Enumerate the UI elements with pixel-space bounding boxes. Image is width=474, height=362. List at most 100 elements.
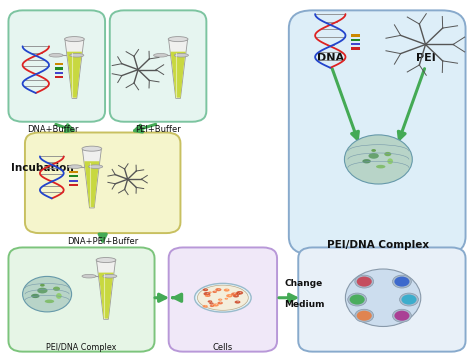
Bar — [69, 180, 78, 182]
Ellipse shape — [56, 293, 62, 299]
Ellipse shape — [206, 294, 210, 297]
Bar — [351, 43, 360, 45]
Ellipse shape — [210, 305, 214, 307]
Ellipse shape — [226, 298, 227, 299]
Ellipse shape — [82, 146, 102, 151]
Ellipse shape — [203, 292, 210, 296]
Ellipse shape — [23, 277, 72, 312]
Ellipse shape — [207, 293, 209, 294]
Ellipse shape — [205, 289, 207, 290]
Ellipse shape — [37, 288, 47, 294]
Ellipse shape — [233, 294, 239, 298]
FancyBboxPatch shape — [110, 10, 206, 122]
Ellipse shape — [355, 275, 374, 288]
Ellipse shape — [350, 295, 365, 304]
Ellipse shape — [195, 283, 251, 312]
Text: Incubation: Incubation — [11, 163, 73, 173]
Polygon shape — [65, 40, 84, 98]
Ellipse shape — [371, 149, 376, 152]
Bar — [55, 76, 63, 78]
Ellipse shape — [224, 289, 229, 292]
Text: DNA+PEI+Buffer: DNA+PEI+Buffer — [67, 237, 138, 246]
Bar — [55, 72, 63, 74]
Ellipse shape — [239, 292, 241, 293]
Ellipse shape — [225, 298, 228, 300]
Ellipse shape — [214, 291, 216, 292]
Ellipse shape — [205, 295, 209, 297]
Ellipse shape — [207, 295, 208, 296]
Polygon shape — [97, 261, 116, 319]
Ellipse shape — [202, 305, 208, 308]
Bar — [351, 39, 360, 41]
Ellipse shape — [357, 277, 372, 287]
Ellipse shape — [210, 302, 214, 304]
Ellipse shape — [215, 288, 221, 291]
Ellipse shape — [174, 54, 189, 57]
Bar — [55, 67, 63, 70]
Ellipse shape — [216, 304, 217, 305]
Ellipse shape — [212, 291, 217, 293]
Polygon shape — [169, 40, 188, 98]
Ellipse shape — [392, 275, 411, 288]
FancyBboxPatch shape — [9, 248, 155, 352]
Ellipse shape — [238, 293, 239, 294]
Text: PEI+Buffer: PEI+Buffer — [136, 125, 181, 134]
Ellipse shape — [220, 302, 221, 303]
Ellipse shape — [212, 305, 213, 306]
Ellipse shape — [346, 269, 421, 327]
Ellipse shape — [229, 295, 231, 296]
Ellipse shape — [394, 311, 410, 321]
Polygon shape — [84, 161, 100, 207]
Ellipse shape — [208, 300, 212, 303]
Ellipse shape — [40, 284, 45, 287]
Text: Cells: Cells — [213, 342, 233, 352]
Ellipse shape — [218, 299, 222, 301]
Polygon shape — [67, 52, 82, 98]
Ellipse shape — [231, 292, 237, 296]
Text: PEI/DNA Complex: PEI/DNA Complex — [328, 240, 429, 250]
Ellipse shape — [103, 274, 117, 278]
Ellipse shape — [31, 294, 39, 298]
Polygon shape — [171, 52, 186, 98]
Ellipse shape — [348, 293, 366, 306]
FancyBboxPatch shape — [9, 10, 105, 122]
Ellipse shape — [236, 295, 237, 296]
Ellipse shape — [237, 301, 239, 302]
Text: Change: Change — [284, 279, 322, 288]
Ellipse shape — [210, 301, 211, 302]
Ellipse shape — [345, 135, 412, 184]
Ellipse shape — [82, 274, 96, 278]
FancyBboxPatch shape — [169, 248, 277, 352]
Ellipse shape — [368, 153, 379, 159]
Bar — [69, 175, 78, 177]
Ellipse shape — [64, 37, 84, 42]
Ellipse shape — [392, 309, 411, 322]
Polygon shape — [82, 150, 101, 208]
Ellipse shape — [355, 309, 374, 322]
Ellipse shape — [220, 299, 221, 300]
Ellipse shape — [235, 300, 240, 304]
Ellipse shape — [376, 165, 385, 168]
Ellipse shape — [362, 159, 371, 163]
Bar — [69, 184, 78, 186]
Ellipse shape — [203, 289, 208, 291]
Ellipse shape — [96, 257, 116, 262]
Ellipse shape — [218, 302, 223, 304]
Ellipse shape — [400, 293, 419, 306]
Ellipse shape — [226, 294, 233, 298]
Bar — [351, 47, 360, 50]
FancyBboxPatch shape — [25, 132, 181, 233]
Ellipse shape — [168, 37, 188, 42]
Bar — [69, 171, 78, 173]
Ellipse shape — [208, 291, 212, 293]
Ellipse shape — [70, 54, 84, 57]
Ellipse shape — [45, 299, 54, 303]
Bar — [351, 34, 360, 37]
Ellipse shape — [154, 54, 168, 57]
Bar — [55, 63, 63, 65]
Ellipse shape — [227, 289, 228, 290]
FancyBboxPatch shape — [298, 248, 465, 352]
FancyBboxPatch shape — [289, 10, 465, 254]
Ellipse shape — [218, 289, 220, 290]
Ellipse shape — [236, 292, 240, 295]
